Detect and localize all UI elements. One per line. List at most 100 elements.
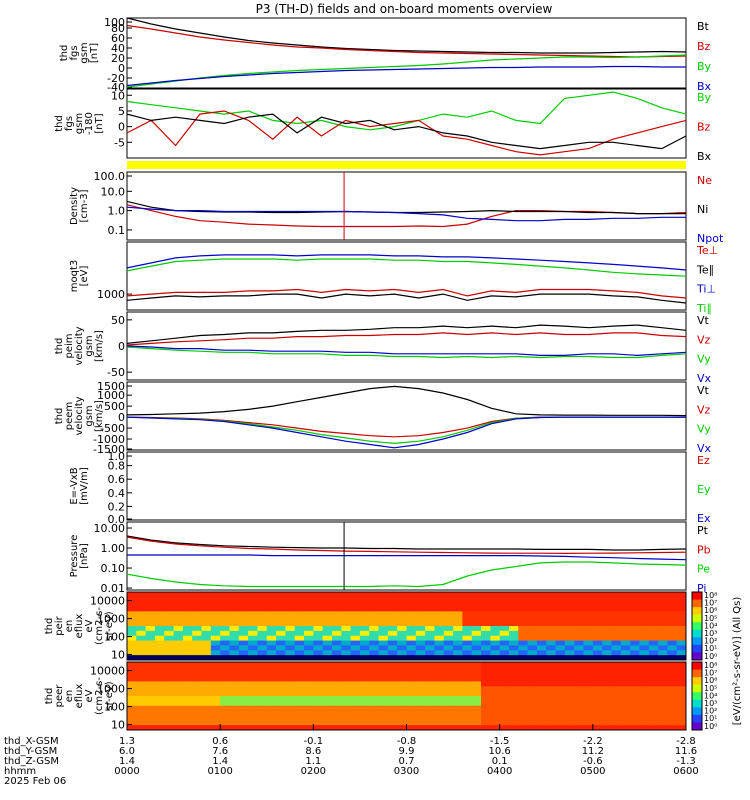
ylabel-line: eflux [74,614,85,639]
heatmap-cell [630,621,640,627]
heatmap-cell [182,676,193,682]
heatmap-cell [341,650,352,656]
heatmap-cell [611,630,622,637]
heatmap-cell [574,705,585,712]
heatmap-cell [182,645,193,651]
heatmap-cell [322,621,333,627]
heatmap-cell [415,626,426,632]
heatmap-cell [350,611,361,617]
heatmap-cell [611,645,622,651]
heatmap-cell [182,640,193,646]
heatmap-cell [304,662,314,668]
heatmap-cell [378,681,389,687]
heatmap-cell [341,606,352,612]
orbit-value: -0.6 [583,756,603,767]
heatmap-cell [471,601,482,608]
heatmap-cell [248,645,258,651]
heatmap-cell [620,676,631,682]
heatmap-cell [611,705,622,712]
heatmap-cell [220,662,230,668]
heatmap-cell [145,720,156,726]
heatmap-cell [630,645,640,651]
heatmap-cell [415,720,426,726]
heatmap-cell [536,655,547,661]
heatmap-cell [192,606,203,612]
heatmap-cell [434,640,445,646]
heatmap-cell [322,666,333,673]
heatmap-cell [453,666,463,673]
heatmap-cell [499,601,510,608]
heatmap-cell [359,715,370,721]
heatmap-cell [592,606,603,612]
heatmap-cell [154,676,165,682]
heatmap-cell [331,630,342,637]
heatmap-cell [359,710,370,716]
heatmap-cell [378,705,389,712]
heatmap-cell [276,645,286,651]
heatmap-cell [359,671,370,678]
heatmap-cell [341,596,352,603]
heatmap-cell [434,630,445,637]
heatmap-cell [602,686,612,692]
heatmap-cell [453,691,463,697]
heatmap-cell [164,691,175,697]
heatmap-cell [350,621,361,627]
colorbar-segment [692,699,702,708]
heatmap-cell [294,621,305,627]
heatmap-cell [229,621,240,627]
heatmap-cell [369,691,380,697]
heatmap-cell [453,626,463,632]
colorbar-tick: 10⁰ [704,652,717,661]
heatmap-cell [322,676,333,682]
heatmap-cell [359,666,370,673]
legend-Vt: Vt [697,314,710,327]
heatmap-cell [415,715,426,721]
heatmap-cell [602,596,612,603]
heatmap-cell [630,696,640,702]
heatmap-cell [248,666,258,673]
heatmap-cell [630,635,640,642]
heatmap-cell [481,700,491,707]
heatmap-cell [564,601,575,608]
heatmap-cell [658,700,668,707]
heatmap-cell [462,645,473,651]
heatmap-cell [676,681,687,687]
heatmap-cell [210,611,221,617]
heatmap-cell [220,691,230,697]
heatmap-cell [434,715,445,721]
heatmap-cell [322,616,333,622]
heatmap-cell [145,691,156,697]
heatmap-cell [592,621,603,627]
heatmap-cell [322,686,333,692]
heatmap-cell [397,596,407,603]
heatmap-cell [527,601,538,608]
heatmap-cell [592,681,603,687]
heatmap-cell [611,710,622,716]
heatmap-cell [387,715,398,721]
heatmap-cell [499,606,510,612]
heatmap-cell [443,650,454,656]
heatmap-cell [481,645,491,651]
heatmap-cell [574,700,585,707]
heatmap-cell [583,700,594,707]
heatmap-cell [136,715,147,721]
heatmap-cell [555,671,566,678]
heatmap-cell [676,606,687,612]
heatmap-cell [611,592,622,598]
heatmap-cell [592,705,603,712]
heatmap-cell [387,710,398,716]
heatmap-cell [443,691,454,697]
ytick-label: 100 [104,16,125,29]
heatmap-cell [173,720,184,726]
heatmap-cell [536,592,547,598]
heatmap-cell [630,700,640,707]
orbit-value: 1.4 [212,756,228,767]
heatmap-cell [564,616,575,622]
heatmap-cell [369,635,380,642]
heatmap-cell [471,611,482,617]
heatmap-cell [648,715,659,721]
heatmap-cell [592,611,603,617]
heatmap-cell [210,681,221,687]
heatmap-cell [499,655,510,661]
heatmap-cell [397,640,407,646]
